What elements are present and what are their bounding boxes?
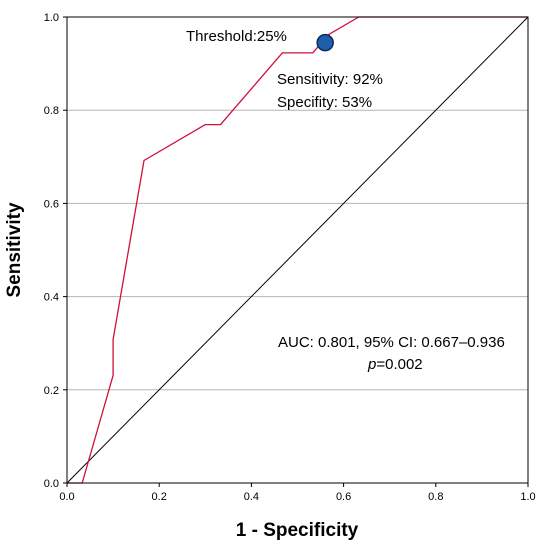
auc-annotation: AUC: 0.801, 95% CI: 0.667–0.936 [278, 334, 505, 351]
grid-lines [67, 109, 528, 391]
threshold-annotation: Threshold:25% [186, 28, 287, 45]
y-tick-label-3: 0.6 [44, 198, 59, 210]
x-tick-label-3: 0.6 [336, 491, 351, 503]
x-tick-label-4: 0.8 [428, 491, 443, 503]
y-axis-title: Sensitivity [4, 202, 25, 297]
p-value-text: =0.002 [376, 356, 422, 373]
y-tick-label-1: 0.2 [44, 385, 59, 397]
threshold-marker [316, 33, 334, 52]
marker-layer [316, 33, 334, 52]
p-value-annotation: p=0.002 [367, 356, 423, 373]
specificity-annotation: Specifity: 53% [277, 94, 372, 111]
y-axis-ticks: 0.0 0.2 0.4 0.6 0.8 1.0 [44, 12, 67, 490]
x-axis-title: 1 - Specificity [236, 520, 359, 541]
p-symbol: p [367, 356, 376, 373]
x-tick-label-2: 0.4 [244, 491, 259, 503]
y-tick-label-2: 0.4 [44, 292, 59, 304]
roc-curve-line [67, 16, 528, 484]
x-axis-ticks: 0.0 0.2 0.4 0.6 0.8 1.0 [59, 483, 536, 503]
y-tick-label-0: 0.0 [44, 478, 59, 490]
reference-diagonal-layer [66, 16, 529, 484]
y-tick-label-4: 0.8 [44, 105, 59, 117]
x-tick-label-0: 0.0 [59, 491, 74, 503]
x-tick-label-5: 1.0 [520, 491, 535, 503]
sensitivity-annotation: Sensitivity: 92% [277, 71, 383, 88]
plot-frame [66, 16, 529, 484]
y-tick-label-5: 1.0 [44, 12, 59, 24]
roc-curve-layer [67, 16, 528, 484]
reference-diagonal-line [66, 16, 529, 484]
x-tick-label-1: 0.2 [152, 491, 167, 503]
